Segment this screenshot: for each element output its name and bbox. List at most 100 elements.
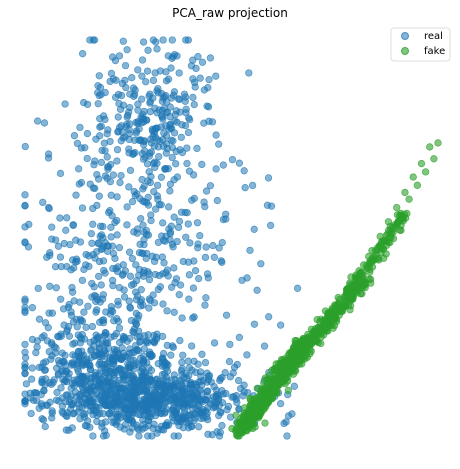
data-point-real-cloud-0-663: [192, 381, 201, 389]
data-point-real-cloud-0-544: [129, 419, 137, 427]
data-point-real-52: [56, 169, 65, 178]
data-point-real-cloud-1-357: [130, 348, 138, 357]
data-point-real-cloud-0-467: [216, 428, 224, 437]
data-point-real-cloud-2-284: [76, 238, 85, 246]
data-point-real-cloud-3-136: [203, 102, 211, 110]
data-point-real-cloud-2-6: [135, 249, 144, 257]
data-point-real-cloud-2-169: [34, 284, 42, 293]
data-point-real-cloud-1-332: [109, 360, 117, 368]
data-point-real-cloud-3-225: [154, 136, 162, 144]
data-point-real-cloud-3-132: [83, 100, 92, 109]
data-point-real-cloud-2-255: [56, 253, 65, 261]
data-point-real-cloud-1-376: [45, 347, 53, 356]
data-point-real-cloud-1-145: [116, 423, 124, 431]
data-point-real-cloud-0-228: [27, 409, 35, 418]
data-point-real-cloud-2-294: [120, 293, 129, 301]
data-point-real-cloud-1-329: [76, 339, 85, 347]
data-point-real-cloud-0-30: [201, 358, 210, 367]
data-point-real-cloud-3-212: [128, 74, 136, 82]
data-point-real-cloud-3-93: [175, 69, 183, 77]
data-point-real-cloud-2-274: [82, 390, 90, 398]
data-point-real-cloud-3-5: [108, 242, 117, 250]
data-point-real-cloud-1-252: [82, 323, 90, 331]
data-point-real-cloud-2-105: [41, 319, 50, 327]
data-point-real-cloud-2-66: [96, 222, 105, 230]
data-point-real-cloud-2-210: [246, 246, 254, 255]
data-point-real-cloud-2-103: [185, 295, 193, 303]
data-point-real-cloud-1-154: [178, 364, 186, 373]
data-point-real-cloud-2-279: [127, 316, 136, 325]
data-point-fake-cloud-0-496: [255, 404, 263, 412]
data-point-real-cloud-3-175: [93, 170, 101, 179]
data-point-real-cloud-3-18: [126, 166, 135, 175]
data-point-real-cloud-3-17: [91, 157, 99, 165]
data-point-real-cloud-0-477: [62, 426, 70, 434]
data-point-real-cloud-3-39: [94, 100, 102, 108]
data-point-real-cloud-3-254: [117, 137, 125, 145]
data-point-real-37: [257, 260, 265, 268]
data-point-fake-cloud-1-251: [330, 321, 339, 330]
data-point-real-cloud-0-692: [200, 376, 208, 385]
data-point-real-cloud-1-377: [140, 358, 148, 367]
data-point-real-cloud-0-558: [144, 432, 152, 440]
data-point-real-cloud-3-284: [101, 88, 109, 97]
data-point-real-cloud-3-204: [169, 53, 177, 61]
data-point-real-cloud-3-137: [96, 115, 104, 123]
data-point-real-cloud-3-277: [167, 136, 175, 144]
data-point-real-cloud-0-548: [168, 413, 177, 421]
data-point-real-cloud-3-109: [212, 131, 220, 139]
data-point-fake-cloud-1-293: [303, 340, 311, 349]
data-point-real-cloud-0-653: [240, 381, 248, 389]
data-point-real-cloud-0-402: [99, 410, 108, 418]
data-point-real-cloud-1-341: [103, 363, 111, 371]
data-point-real-cloud-3-149: [89, 184, 97, 192]
data-point-real-cloud-2-217: [136, 298, 145, 306]
data-point-real-cloud-2-230: [106, 206, 114, 215]
data-point-real-cloud-1-359: [33, 343, 41, 351]
data-point-real-cloud-2-147: [100, 266, 108, 275]
data-point-real-cloud-2-81: [114, 297, 122, 306]
data-point-fake-25: [426, 143, 434, 151]
data-point-real-cloud-1-247: [37, 391, 45, 399]
data-point-real-cloud-1-335: [87, 379, 95, 387]
data-point-real-39: [265, 313, 273, 321]
data-point-real-cloud-2-225: [107, 306, 115, 314]
data-point-real-cloud-3-226: [151, 163, 159, 172]
data-point-real-cloud-3-239: [107, 233, 115, 241]
data-point-real-cloud-1-285: [86, 365, 94, 374]
data-point-real-cloud-3-82: [138, 72, 146, 80]
data-point-real-cloud-2-151: [218, 258, 226, 266]
data-point-real-cloud-2-122: [62, 226, 70, 234]
data-point-real-cloud-1-289: [154, 381, 162, 389]
data-point-real-cloud-0-560: [174, 432, 182, 440]
data-point-fake-cloud-1-276: [294, 341, 302, 349]
data-point-real-cloud-2-48: [107, 223, 115, 231]
data-point-real-cloud-2-188: [210, 253, 218, 261]
data-point-real-cloud-1-353: [127, 378, 135, 387]
data-point-real-cloud-1-286: [130, 388, 139, 397]
data-point-real-cloud-2-59: [178, 314, 186, 322]
data-point-real-cloud-3-231: [157, 173, 166, 181]
data-point-real-cloud-3-54: [70, 132, 79, 140]
data-point-real-cloud-0-584: [62, 391, 70, 399]
data-point-real-cloud-1-239: [126, 402, 134, 410]
data-point-real-55: [35, 315, 44, 323]
data-point-real-cloud-2-299: [126, 303, 134, 311]
data-point-real-cloud-2-22: [204, 274, 212, 282]
data-point-real-cloud-3-230: [129, 84, 138, 92]
data-point-fake-cloud-1-265: [324, 309, 332, 317]
data-point-real-cloud-2-293: [170, 308, 178, 316]
data-point-real-cloud-2-165: [170, 264, 178, 272]
data-point-real-cloud-0-307: [276, 399, 285, 408]
data-point-real-cloud-3-252: [132, 129, 140, 137]
data-point-real-cloud-3-156: [147, 216, 155, 225]
data-point-real-41: [277, 321, 285, 329]
data-point-real-cloud-2-96: [72, 315, 81, 324]
data-point-real-cloud-1-337: [114, 366, 123, 374]
data-point-real-cloud-0-602: [290, 382, 299, 390]
data-point-real-cloud-1-310: [83, 372, 92, 380]
data-point-real-cloud-1-261: [117, 355, 126, 363]
data-point-real-66: [222, 311, 231, 319]
data-point-real-cloud-2-155: [198, 350, 206, 358]
data-point-real-cloud-1-293: [140, 345, 148, 353]
